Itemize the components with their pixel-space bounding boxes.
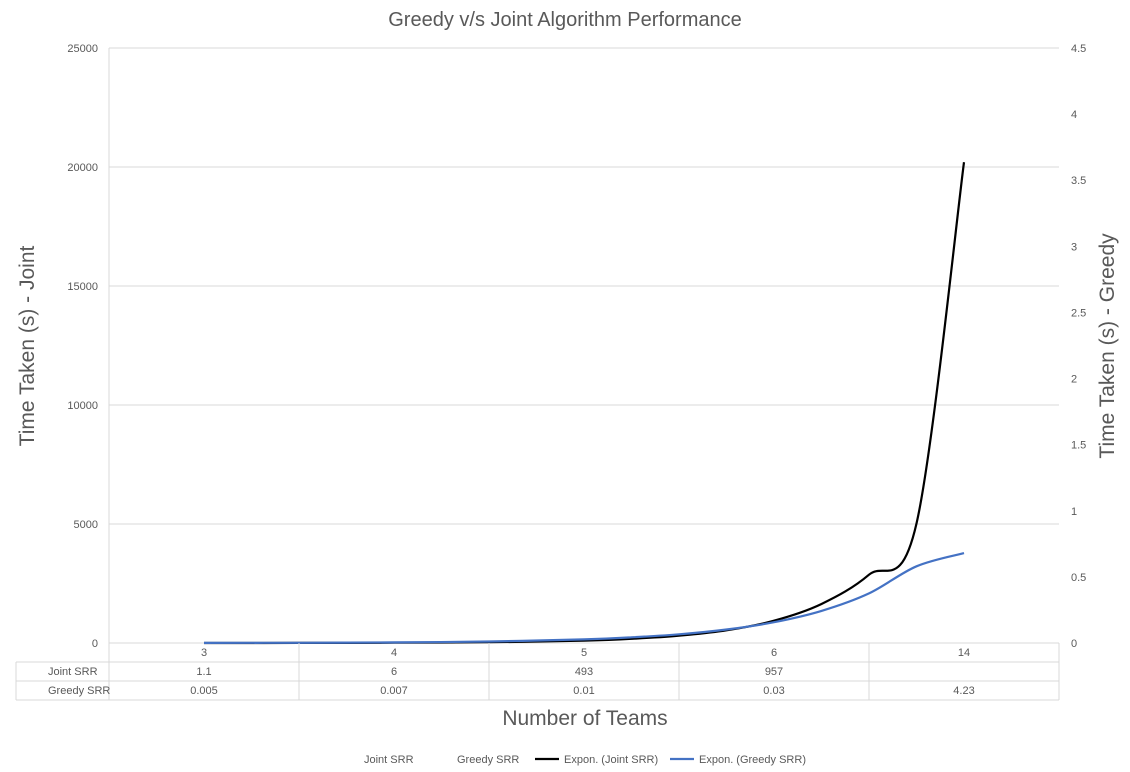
right-tick-label: 2.5 (1071, 307, 1086, 319)
left-tick-label: 25000 (67, 43, 98, 55)
trendline-greedy (203, 552, 965, 644)
table-row-header: Greedy SRR (48, 685, 110, 697)
table-cell: 0.005 (190, 685, 218, 697)
legend-entry-greedy-srr: Greedy SRR (457, 754, 519, 766)
table-cell: 0.01 (573, 685, 594, 697)
left-tick-label: 0 (92, 638, 98, 650)
x-tick-label: 3 (201, 647, 207, 659)
data-table: 3 4 5 6 14 Joint SRR 1.1 6 493 957 Greedy SRR 0.005… (15, 643, 1060, 701)
right-tick-label: 1 (1071, 506, 1077, 518)
left-axis-ticks: 0 5000 10000 15000 20000 25000 (67, 43, 98, 650)
y-axis-label: Time Taken (s) - Joint (16, 245, 39, 446)
right-tick-label: 0 (1071, 638, 1077, 650)
y2-axis-label: Time Taken (s) - Greedy (1096, 233, 1119, 459)
table-cell: 4.23 (953, 685, 974, 697)
right-tick-label: 4.5 (1071, 43, 1086, 55)
right-tick-label: 1.5 (1071, 440, 1086, 452)
x-tick-label: 4 (391, 647, 397, 659)
right-tick-label: 3.5 (1071, 175, 1086, 187)
gridlines (109, 47, 1059, 644)
left-tick-label: 15000 (67, 281, 98, 293)
right-tick-label: 3 (1071, 241, 1077, 253)
table-cell: 957 (765, 666, 783, 678)
left-tick-label: 20000 (67, 162, 98, 174)
chart-title: Greedy v/s Joint Algorithm Performance (388, 9, 741, 31)
x-tick-label: 5 (581, 647, 587, 659)
table-cell: 6 (391, 666, 397, 678)
left-tick-label: 10000 (67, 400, 98, 412)
trendline-joint (203, 162, 966, 645)
x-tick-label: 14 (958, 647, 970, 659)
right-tick-label: 0.5 (1071, 572, 1086, 584)
right-axis-ticks: 0 0.5 1 1.5 2 2.5 3 3.5 4 4.5 (1071, 43, 1086, 650)
legend-entry-greedy-trend: Expon. (Greedy SRR) (699, 754, 806, 766)
x-tick-label: 6 (771, 647, 777, 659)
legend: Joint SRR Greedy SRR Expon. (Joint SRR) Exp… (364, 754, 806, 766)
right-tick-label: 4 (1071, 109, 1077, 121)
table-cell: 0.007 (380, 685, 408, 697)
x-axis-label: Number of Teams (502, 707, 667, 730)
table-cell: 0.03 (763, 685, 784, 697)
table-row-header: Joint SRR (48, 666, 98, 678)
table-cell: 1.1 (196, 666, 211, 678)
legend-entry-joint-srr: Joint SRR (364, 754, 414, 766)
trendlines (203, 162, 966, 645)
left-tick-label: 5000 (74, 519, 98, 531)
table-cell: 493 (575, 666, 593, 678)
right-tick-label: 2 (1071, 374, 1077, 386)
legend-entry-joint-trend: Expon. (Joint SRR) (564, 754, 658, 766)
